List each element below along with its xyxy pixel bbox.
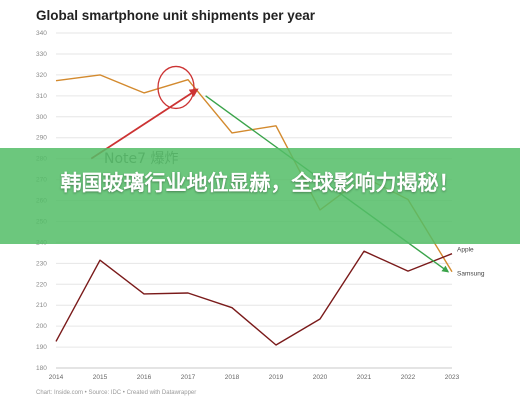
y-tick-label: 340 bbox=[36, 30, 47, 37]
y-tick-label: 300 bbox=[36, 114, 47, 121]
series-line-apple bbox=[55, 250, 453, 346]
source-note: Chart: Inside.com • Source: IDC • Create… bbox=[36, 390, 197, 396]
x-tick-label: 2023 bbox=[445, 374, 460, 381]
x-tick-label: 2017 bbox=[181, 374, 196, 381]
series-labels: Samsung Apple bbox=[457, 247, 485, 278]
y-tick-label: 210 bbox=[36, 302, 47, 309]
x-tick-label: 2021 bbox=[357, 374, 372, 381]
annotation-arrow-red bbox=[90, 88, 199, 160]
y-tick-label: 330 bbox=[36, 51, 47, 58]
series-label-apple: Apple bbox=[457, 247, 474, 254]
x-axis-tick-labels: 2014 2015 2016 2017 2018 2019 2020 2021 2022 2023 bbox=[49, 374, 460, 381]
chart-title: Global smartphone unit shipments per yea… bbox=[36, 8, 316, 23]
highlight-circle bbox=[157, 65, 195, 110]
overlay-headline: 韩国玻璃行业地位显赫，全球影响力揭秘！ bbox=[60, 171, 460, 195]
y-tick-label: 180 bbox=[36, 365, 47, 372]
overlay-banner bbox=[0, 148, 520, 244]
y-tick-label: 190 bbox=[36, 344, 47, 351]
y-tick-label: 320 bbox=[36, 72, 47, 79]
y-tick-label: 200 bbox=[36, 323, 47, 330]
x-tick-label: 2020 bbox=[313, 374, 328, 381]
x-tick-label: 2014 bbox=[49, 374, 64, 381]
series-label-samsung: Samsung bbox=[457, 271, 485, 278]
x-tick-label: 2022 bbox=[401, 374, 416, 381]
y-tick-label: 230 bbox=[36, 260, 47, 267]
y-tick-label: 290 bbox=[36, 135, 47, 142]
y-tick-label: 220 bbox=[36, 281, 47, 288]
x-tick-label: 2019 bbox=[269, 374, 284, 381]
x-tick-label: 2015 bbox=[93, 374, 108, 381]
x-tick-label: 2018 bbox=[225, 374, 240, 381]
x-tick-label: 2016 bbox=[137, 374, 152, 381]
y-tick-label: 310 bbox=[36, 93, 47, 100]
